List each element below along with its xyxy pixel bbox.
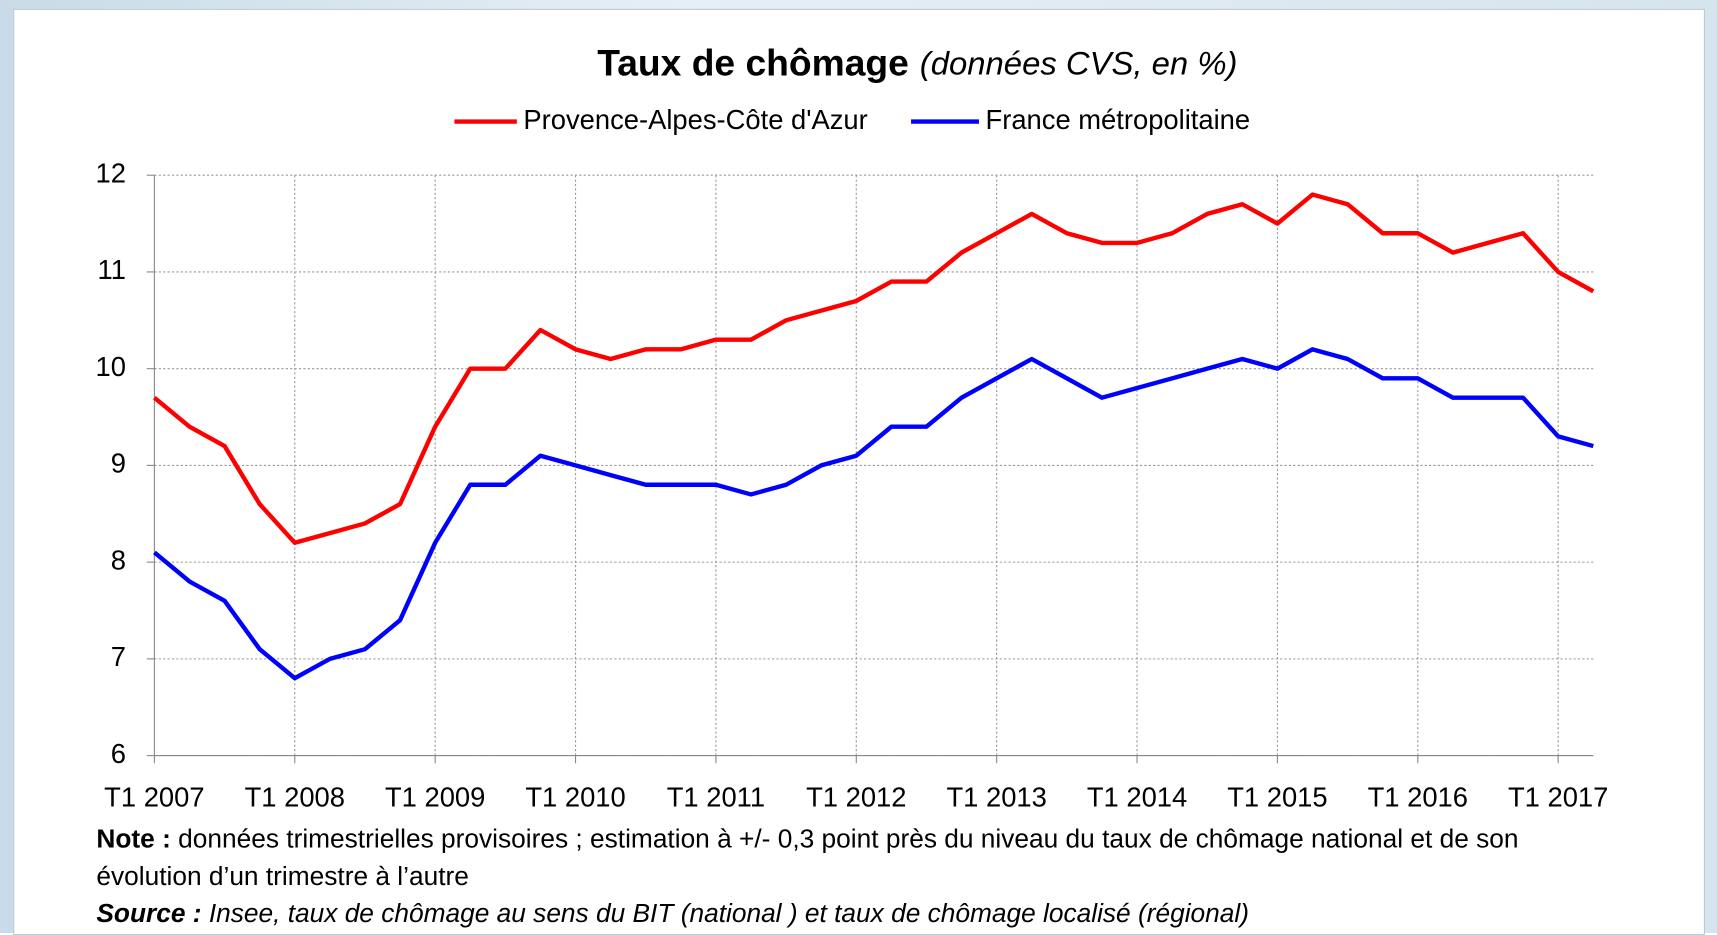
source-text: Insee, taux de chômage au sens du BIT (n… (208, 899, 1249, 929)
x-tick-label: T1 2015 (1227, 782, 1327, 813)
y-tick-label: 7 (111, 641, 126, 672)
x-tick-label: T1 2009 (385, 782, 485, 813)
source-label: Source : (96, 899, 202, 929)
source: Source : Insee, taux de chômage au sens … (96, 896, 1618, 933)
series-line (153, 192, 1595, 545)
y-tick-label: 12 (95, 157, 125, 188)
y-tick-label: 6 (111, 738, 126, 769)
x-tick-label: T1 2017 (1508, 782, 1608, 813)
panel (13, 8, 1705, 935)
legend-label: France métropolitaine (986, 104, 1251, 135)
chart-title: Taux de chômage (597, 42, 909, 84)
legend-label: Provence-Alpes-Côte d'Azur (523, 104, 867, 135)
x-tick-label: T1 2008 (245, 782, 345, 813)
chart-subtitle: (données CVS, en %) (920, 44, 1238, 81)
notes: Note : données trimestrielles provisoire… (96, 821, 1618, 933)
x-tick-label: T1 2012 (806, 782, 906, 813)
x-tick-label: T1 2011 (667, 782, 765, 813)
note-label: Note : (96, 824, 171, 855)
y-tick-label: 8 (111, 544, 126, 575)
x-tick-label: T1 2016 (1368, 782, 1468, 813)
y-tick-label: 11 (98, 254, 126, 285)
series-line (153, 347, 1594, 681)
note: Note : données trimestrielles provisoire… (96, 821, 1618, 895)
note-text: données trimestrielles provisoires ; est… (96, 824, 1519, 892)
x-tick-label: T1 2014 (1087, 782, 1187, 813)
x-tick-label: T1 2010 (525, 782, 625, 813)
y-tick-label: 9 (111, 448, 126, 479)
x-tick-label: T1 2013 (946, 782, 1046, 813)
y-tick-label: 10 (95, 351, 125, 382)
x-tick-label: T1 2007 (104, 782, 204, 813)
